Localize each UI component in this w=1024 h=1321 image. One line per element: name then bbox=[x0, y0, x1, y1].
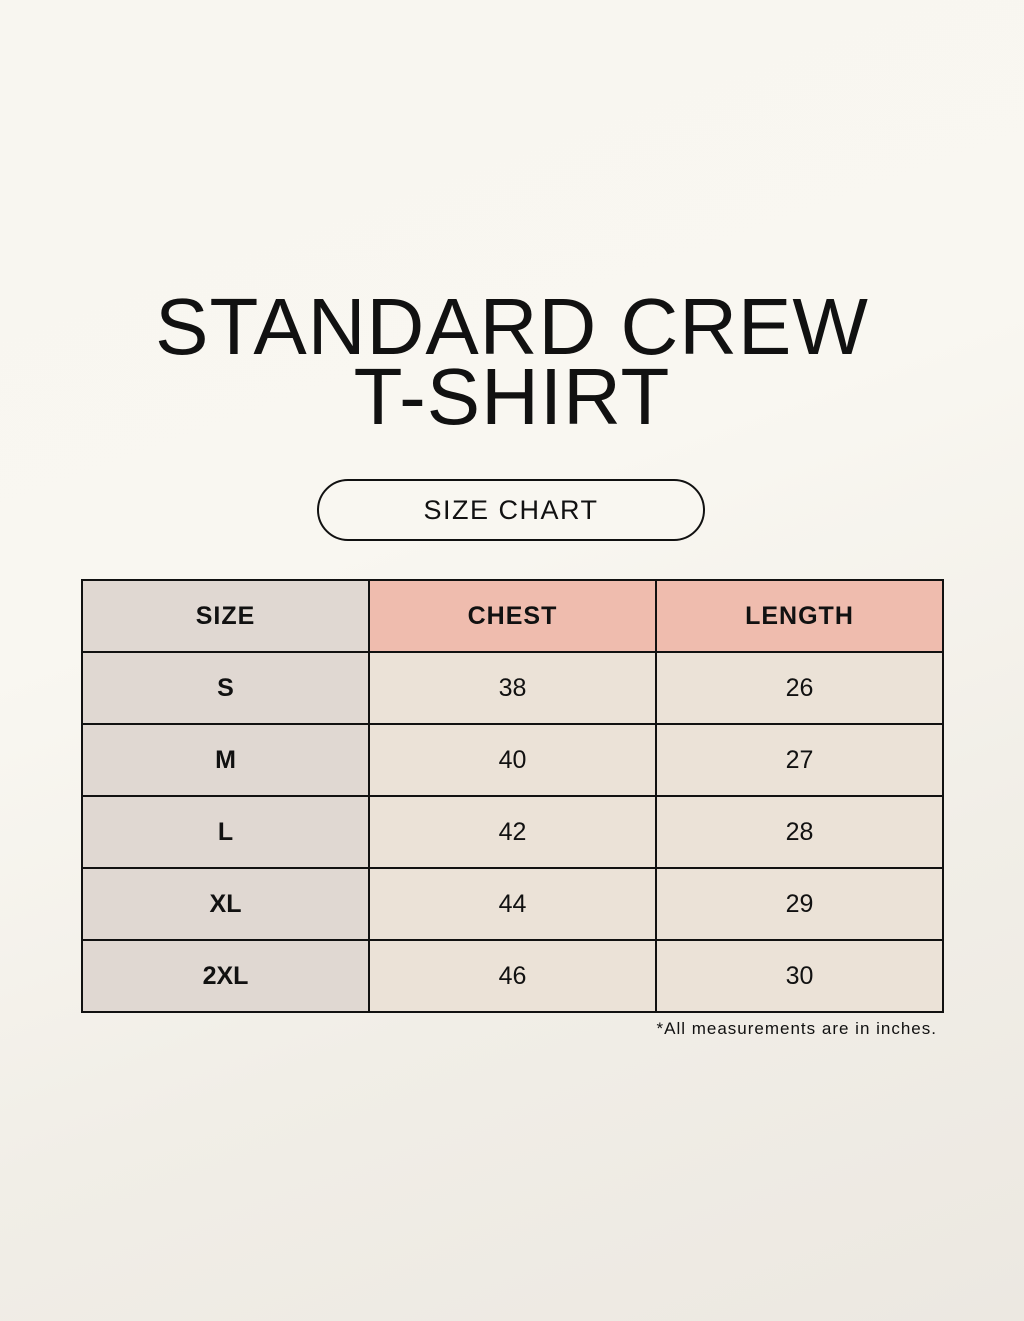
cell-chest: 38 bbox=[368, 651, 657, 725]
table-row: S 38 26 bbox=[81, 651, 944, 725]
cell-size: L bbox=[81, 795, 370, 869]
table-row: L 42 28 bbox=[81, 795, 944, 869]
cell-chest: 40 bbox=[368, 723, 657, 797]
cell-length: 29 bbox=[655, 867, 944, 941]
measurement-note: *All measurements are in inches. bbox=[656, 1019, 937, 1038]
header-length: LENGTH bbox=[655, 579, 944, 653]
header-chest: CHEST bbox=[368, 579, 657, 653]
size-table: SIZE CHEST LENGTH S 38 26 M 40 27 L 42 28 XL 44 29 2… bbox=[81, 579, 944, 1013]
cell-size: 2XL bbox=[81, 939, 370, 1013]
page-title: STANDARD CREW T-SHIRT bbox=[0, 282, 1024, 441]
table-header-row: SIZE CHEST LENGTH bbox=[81, 579, 944, 653]
cell-length: 27 bbox=[655, 723, 944, 797]
title-line-1: STANDARD CREW bbox=[155, 282, 869, 371]
table-row: 2XL 46 30 bbox=[81, 939, 944, 1013]
cell-size: S bbox=[81, 651, 370, 725]
cell-length: 28 bbox=[655, 795, 944, 869]
cell-chest: 44 bbox=[368, 867, 657, 941]
cell-size: M bbox=[81, 723, 370, 797]
cell-size: XL bbox=[81, 867, 370, 941]
cell-length: 30 bbox=[655, 939, 944, 1013]
cell-chest: 46 bbox=[368, 939, 657, 1013]
table-row: XL 44 29 bbox=[81, 867, 944, 941]
cell-length: 26 bbox=[655, 651, 944, 725]
header-size: SIZE bbox=[81, 579, 370, 653]
title-line-2: T-SHIRT bbox=[353, 352, 671, 441]
table-row: M 40 27 bbox=[81, 723, 944, 797]
cell-chest: 42 bbox=[368, 795, 657, 869]
size-chart-label: SIZE CHART bbox=[317, 479, 705, 541]
